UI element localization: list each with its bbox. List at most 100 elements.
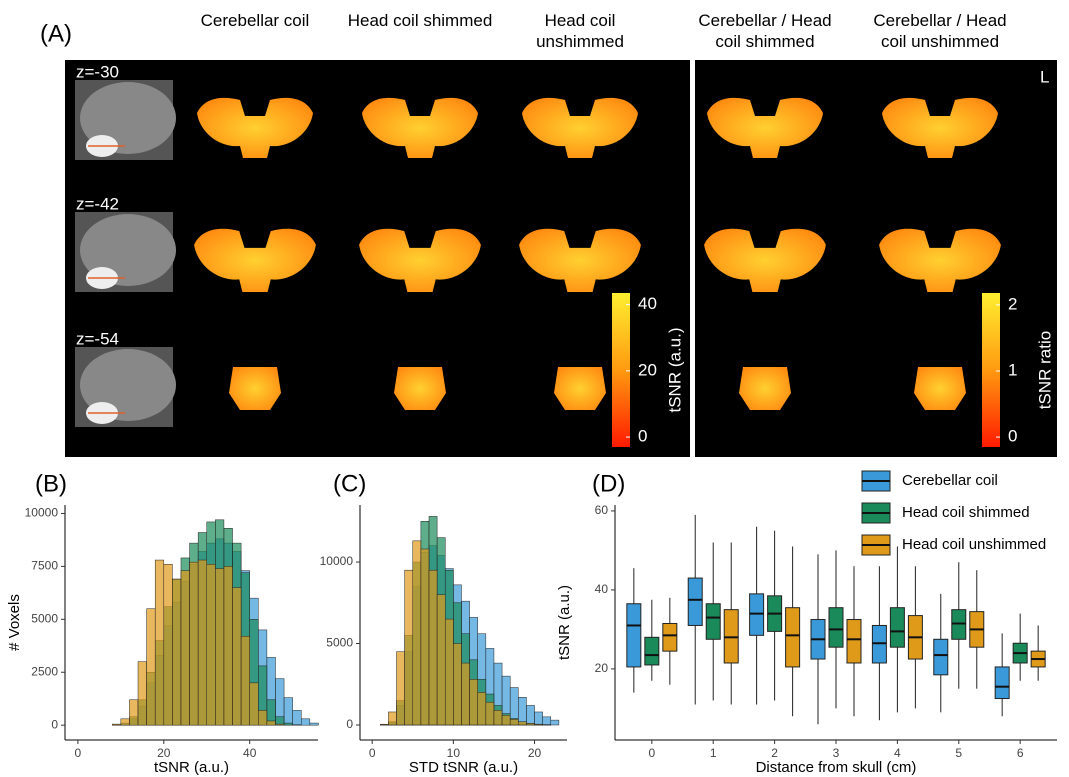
box bbox=[626, 603, 642, 668]
histogram-bar bbox=[258, 710, 268, 726]
colorbar-tick-label: 1 bbox=[1008, 360, 1017, 379]
tsnr-map bbox=[359, 228, 481, 292]
histogram-bar bbox=[396, 651, 405, 726]
histogram-bar bbox=[469, 679, 478, 726]
x-tick-label: 3 bbox=[833, 746, 840, 760]
y-tick-label: 2500 bbox=[31, 664, 58, 678]
histogram-bar bbox=[509, 719, 519, 726]
x-tick-label: 0 bbox=[369, 746, 376, 760]
x-tick-label: 2 bbox=[771, 746, 778, 760]
column-header: Head coil unshimmed bbox=[536, 11, 624, 51]
column-header: Head coil shimmed bbox=[347, 11, 493, 30]
colorbar bbox=[982, 293, 1000, 447]
row-label: z=-42 bbox=[76, 194, 119, 213]
histogram-bar bbox=[477, 692, 487, 726]
histogram-bar bbox=[180, 570, 190, 726]
histogram-bar bbox=[493, 710, 503, 726]
y-tick-label: 40 bbox=[595, 582, 609, 596]
histogram-bar bbox=[215, 568, 225, 726]
histogram-bar bbox=[518, 697, 527, 726]
colorbar bbox=[612, 293, 630, 447]
histogram-bar bbox=[249, 682, 259, 726]
tsnr-map bbox=[522, 97, 638, 158]
box bbox=[705, 603, 721, 640]
histogram-bar bbox=[526, 723, 535, 726]
histogram-bar bbox=[534, 723, 543, 726]
tsnr-map bbox=[882, 97, 998, 158]
tsnr-map bbox=[707, 97, 823, 158]
histogram-bar bbox=[436, 594, 446, 726]
histogram-bar bbox=[300, 718, 311, 726]
histogram-bar bbox=[163, 564, 173, 726]
box bbox=[933, 638, 949, 676]
histogram-bar bbox=[550, 719, 560, 726]
histogram-bar bbox=[309, 722, 319, 726]
row-label: z=-54 bbox=[76, 329, 119, 348]
tsnr-map bbox=[394, 367, 446, 410]
box bbox=[846, 619, 862, 664]
colorbar-tick-label: 20 bbox=[638, 360, 657, 379]
box bbox=[687, 577, 703, 626]
histogram-bar bbox=[111, 723, 122, 726]
tsnr-map bbox=[879, 228, 1001, 292]
tsnr-map bbox=[519, 228, 641, 292]
histogram-bar bbox=[485, 701, 495, 726]
panel-label: (A) bbox=[40, 20, 72, 47]
tsnr-map bbox=[914, 367, 966, 410]
y-axis-label: tSNR (a.u.) bbox=[556, 585, 573, 660]
y-tick-label: 5000 bbox=[326, 636, 353, 650]
box bbox=[828, 607, 844, 648]
panel-label: (C) bbox=[333, 470, 366, 497]
x-axis-label: tSNR (a.u.) bbox=[154, 759, 229, 776]
x-axis-label: Distance from skull (cm) bbox=[756, 759, 917, 776]
histogram-bar bbox=[412, 540, 422, 726]
x-tick-label: 4 bbox=[894, 746, 901, 760]
panel-label: (D) bbox=[592, 470, 625, 497]
histogram-bar bbox=[266, 720, 276, 726]
panel-label: (B) bbox=[35, 470, 67, 497]
x-tick-label: 40 bbox=[243, 746, 257, 760]
histogram-bar bbox=[444, 618, 454, 726]
legend-label: Cerebellar coil bbox=[902, 472, 998, 489]
histogram-bar bbox=[120, 718, 130, 726]
x-tick-label: 0 bbox=[75, 746, 82, 760]
histogram-bar bbox=[129, 699, 139, 726]
histogram-bar bbox=[404, 569, 414, 726]
x-axis-label: STD tSNR (a.u.) bbox=[409, 759, 518, 776]
y-tick-label: 10000 bbox=[320, 554, 354, 568]
box bbox=[662, 622, 678, 652]
histogram-bar bbox=[197, 559, 207, 726]
histogram-bar bbox=[453, 643, 462, 726]
colorbar-tick-label: 0 bbox=[1008, 427, 1017, 446]
histogram-bar bbox=[292, 710, 302, 726]
orientation-label: L bbox=[1040, 67, 1049, 86]
y-tick-label: 0 bbox=[346, 717, 353, 731]
histogram-bar bbox=[232, 587, 242, 726]
histogram-bar bbox=[518, 721, 527, 726]
histogram-bar bbox=[380, 723, 389, 726]
histogram-bar bbox=[461, 662, 470, 726]
histogram-bar bbox=[172, 578, 182, 726]
y-tick-label: 7500 bbox=[31, 559, 58, 573]
colorbar-tick-label: 0 bbox=[638, 427, 647, 446]
histogram-bar bbox=[275, 723, 285, 726]
row-label: z=-30 bbox=[76, 62, 119, 81]
colorbar-label: tSNR (a.u.) bbox=[665, 327, 684, 412]
histogram-bar bbox=[420, 548, 430, 726]
histogram-bar bbox=[542, 716, 552, 726]
x-tick-label: 20 bbox=[528, 746, 542, 760]
tsnr-map bbox=[197, 97, 313, 158]
colorbar-label: tSNR ratio bbox=[1035, 331, 1054, 409]
y-tick-label: 60 bbox=[595, 503, 609, 517]
box bbox=[889, 607, 905, 648]
y-tick-label: 10000 bbox=[25, 506, 59, 520]
histogram-bar bbox=[223, 566, 233, 726]
x-tick-label: 6 bbox=[1017, 746, 1024, 760]
column-header: Cerebellar / Head coil unshimmed bbox=[873, 11, 1007, 51]
tsnr-map bbox=[194, 228, 316, 292]
histogram-bar bbox=[388, 711, 397, 726]
histogram-bar bbox=[501, 714, 511, 726]
box bbox=[785, 607, 801, 668]
x-tick-label: 0 bbox=[648, 746, 655, 760]
